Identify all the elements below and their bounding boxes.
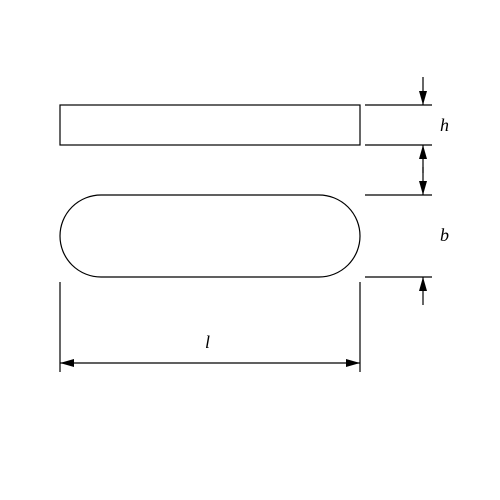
dim-label-b: b: [440, 225, 449, 246]
dim-label-l: l: [205, 332, 210, 353]
dim-label-h: h: [440, 115, 449, 136]
drawing-canvas: [0, 0, 500, 500]
